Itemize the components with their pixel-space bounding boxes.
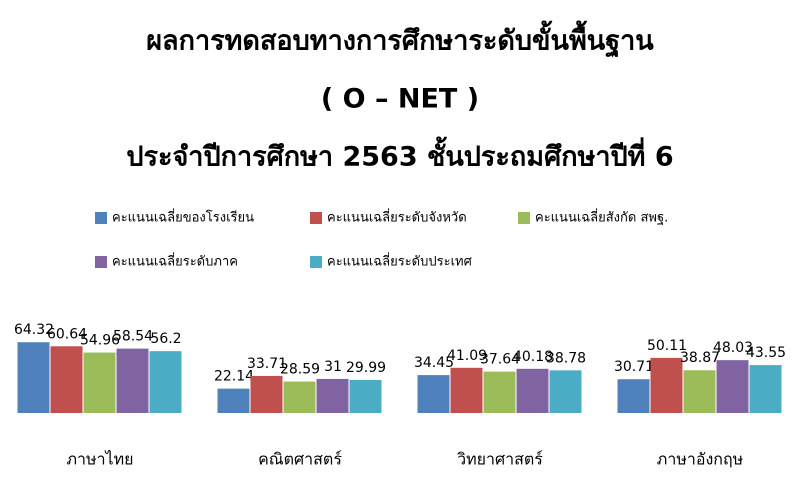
bar: [149, 351, 182, 413]
legend-swatch: [518, 212, 530, 224]
value-label: 54.96: [80, 333, 120, 349]
bar: [217, 388, 250, 413]
legend-swatch: [310, 256, 322, 268]
chart-title: ประจำปีการศึกษา 2563 ชั้นประถมศึกษาปีที่…: [126, 136, 673, 173]
legend-label: คะแนนเฉลี่ยสังกัด สพฐ.: [535, 209, 668, 226]
bar: [716, 360, 749, 413]
chart-title: ผลการทดสอบทางการศึกษาระดับขั้นพื้นฐาน: [146, 20, 654, 59]
value-label: 38.78: [546, 350, 586, 366]
value-label: 41.09: [447, 348, 487, 364]
bar: [116, 348, 149, 413]
value-label: 48.03: [713, 340, 753, 356]
bar: [483, 371, 516, 413]
legend-swatch: [95, 256, 107, 268]
bar: [617, 379, 650, 413]
value-label: 33.71: [247, 356, 287, 372]
bar: [50, 346, 83, 413]
x-tick-label: ภาษาไทย: [66, 450, 133, 469]
value-label: 43.55: [746, 345, 786, 361]
value-label: 56.2: [150, 331, 181, 347]
legend-label: คะแนนเฉลี่ยระดับภาค: [112, 253, 238, 270]
bar: [283, 381, 316, 413]
legend-label: คะแนนเฉลี่ยระดับจังหวัด: [327, 209, 467, 226]
bar: [83, 352, 116, 413]
bar: [417, 375, 450, 413]
bar: [250, 375, 283, 413]
x-tick-label: วิทยาศาสตร์: [457, 450, 543, 469]
value-label: 22.14: [214, 369, 254, 385]
bar: [316, 378, 349, 413]
bar: [683, 370, 716, 413]
value-label: 30.71: [614, 359, 654, 375]
bar: [749, 365, 782, 413]
chart-title: ( O – NET ): [321, 84, 479, 115]
value-label: 64.32: [14, 322, 54, 338]
bar: [17, 342, 50, 413]
value-label: 40.18: [513, 349, 553, 365]
bar: [349, 380, 382, 413]
value-label: 28.59: [280, 362, 320, 378]
legend-label: คะแนนเฉลี่ยของโรงเรียน: [112, 209, 254, 226]
bar: [650, 357, 683, 413]
value-label: 31: [324, 359, 342, 375]
bar: [450, 367, 483, 413]
legend-label: คะแนนเฉลี่ยระดับประเทศ: [327, 253, 473, 270]
legend-swatch: [95, 212, 107, 224]
value-label: 37.64: [480, 352, 520, 368]
bar: [549, 370, 582, 413]
x-tick-label: ภาษาอังกฤษ: [657, 450, 743, 469]
bar: [516, 368, 549, 413]
x-tick-label: คณิตศาสตร์: [258, 450, 342, 469]
value-label: 29.99: [346, 360, 386, 376]
value-label: 34.45: [414, 355, 454, 371]
legend-swatch: [310, 212, 322, 224]
value-label: 50.11: [647, 338, 687, 354]
value-label: 58.54: [113, 329, 153, 345]
value-label: 60.64: [47, 326, 87, 342]
value-label: 38.87: [680, 350, 720, 366]
